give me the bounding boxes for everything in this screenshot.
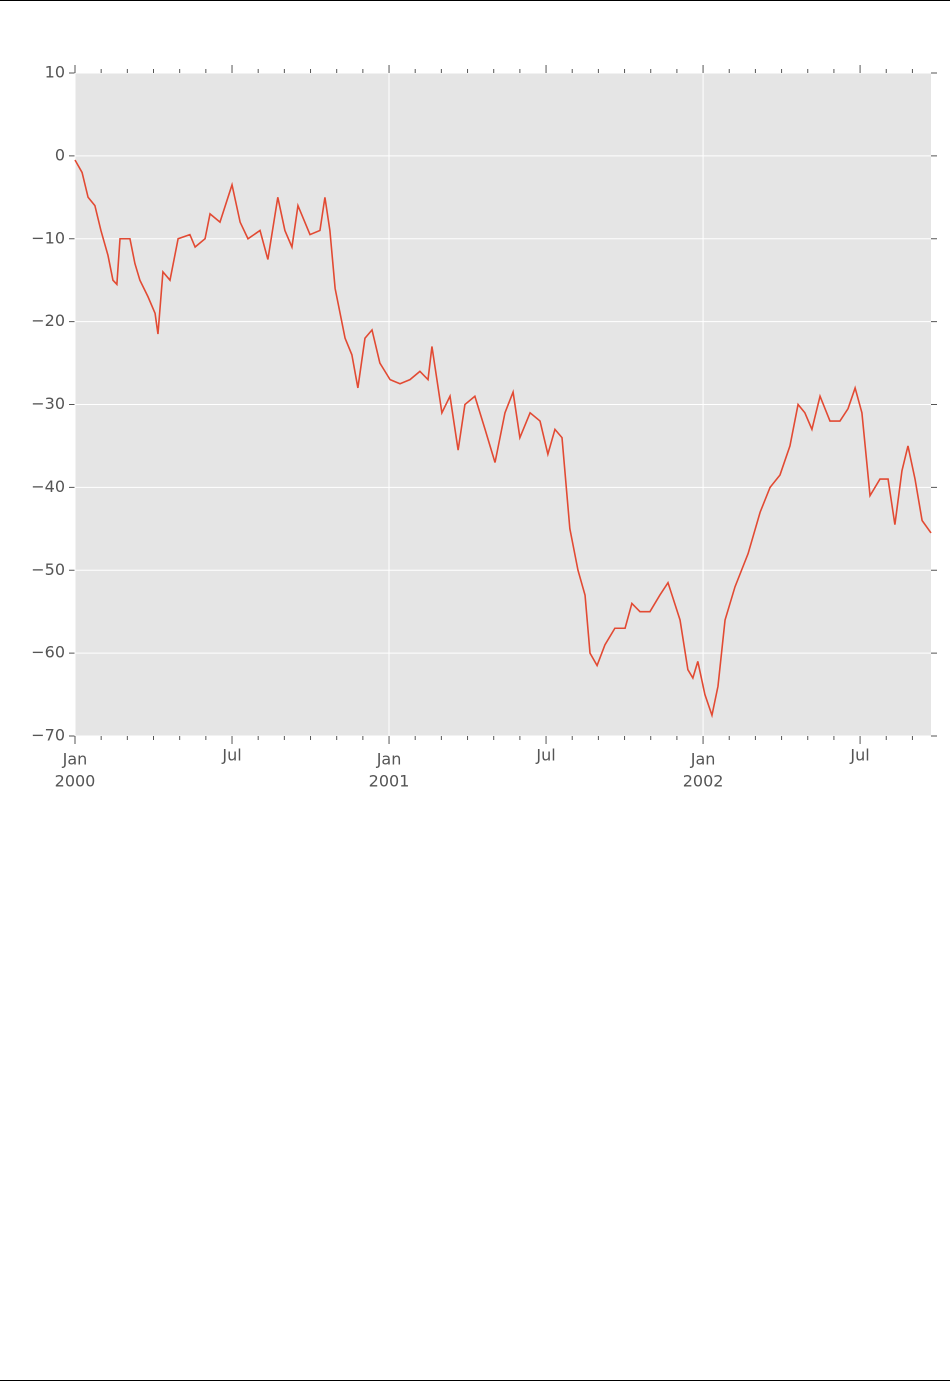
y-tick-label: −70	[31, 726, 65, 745]
x-tick-label: Jul	[221, 746, 241, 765]
x-tick-label: Jan	[690, 750, 716, 769]
x-tick-label: Jul	[849, 746, 869, 765]
x-tick-label: Jan	[62, 750, 88, 769]
x-tick-year: 2002	[683, 772, 724, 791]
x-tick-year: 2001	[369, 772, 410, 791]
x-tick-year: 2000	[55, 772, 96, 791]
y-tick-label: −10	[31, 228, 65, 247]
y-tick-label: 10	[45, 63, 65, 82]
x-tick-label: Jan	[376, 750, 402, 769]
y-tick-label: −50	[31, 560, 65, 579]
y-tick-label: −30	[31, 394, 65, 413]
y-tick-label: 0	[55, 145, 65, 164]
x-tick-label: Jul	[535, 746, 555, 765]
y-tick-label: −20	[31, 311, 65, 330]
y-tick-label: −60	[31, 643, 65, 662]
y-tick-label: −40	[31, 477, 65, 496]
data-line	[74, 159, 932, 719]
